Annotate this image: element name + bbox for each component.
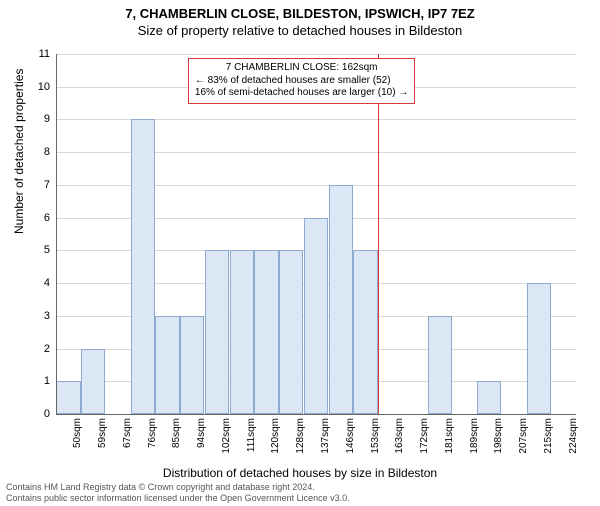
y-tick-label: 2	[44, 343, 50, 355]
x-tick-label: 102sqm	[221, 418, 232, 454]
histogram-bar	[205, 250, 229, 414]
x-tick-label: 181sqm	[444, 418, 455, 454]
y-tick-label: 9	[44, 113, 50, 125]
histogram-bar	[527, 283, 551, 414]
x-tick-label: 172sqm	[419, 418, 430, 454]
y-tick-label: 5	[44, 244, 50, 256]
x-tick-label: 120sqm	[270, 418, 281, 454]
histogram-bar	[329, 185, 353, 414]
annotation-line: 7 CHAMBERLIN CLOSE: 162sqm	[195, 62, 408, 75]
y-tick-label: 10	[38, 81, 50, 93]
y-tick-label: 3	[44, 310, 50, 322]
x-tick-label: 128sqm	[295, 418, 306, 454]
gridline	[56, 54, 576, 55]
x-tick-label: 111sqm	[246, 418, 257, 452]
footer-line2: Contains public sector information licen…	[6, 493, 350, 504]
histogram-bar	[477, 381, 501, 414]
x-tick-label: 137sqm	[320, 418, 331, 454]
chart-title-main: 7, CHAMBERLIN CLOSE, BILDESTON, IPSWICH,…	[0, 6, 600, 21]
y-tick-label: 0	[44, 408, 50, 420]
y-tick-label: 8	[44, 146, 50, 158]
footer-line1: Contains HM Land Registry data © Crown c…	[6, 482, 350, 493]
x-tick-label: 85sqm	[171, 418, 182, 448]
chart-plot-area: 0123456789101150sqm59sqm67sqm76sqm85sqm9…	[56, 54, 576, 414]
histogram-bar	[131, 119, 155, 414]
y-tick-label: 6	[44, 212, 50, 224]
x-tick-label: 76sqm	[147, 418, 158, 448]
histogram-bar	[279, 250, 303, 414]
annotation-box: 7 CHAMBERLIN CLOSE: 162sqm← 83% of detac…	[188, 58, 415, 104]
x-axis-label: Distribution of detached houses by size …	[0, 466, 600, 480]
x-tick-label: 224sqm	[568, 418, 579, 454]
y-tick-label: 1	[44, 375, 50, 387]
histogram-bar	[428, 316, 452, 414]
x-tick-label: 94sqm	[196, 418, 207, 448]
histogram-bar	[155, 316, 179, 414]
x-axis-line	[56, 414, 576, 415]
x-tick-label: 146sqm	[345, 418, 356, 454]
histogram-bar	[81, 349, 105, 414]
y-tick-label: 4	[44, 277, 50, 289]
x-tick-label: 198sqm	[493, 418, 504, 454]
histogram-bar	[56, 381, 80, 414]
y-axis-line	[56, 54, 57, 414]
y-tick-label: 11	[39, 48, 50, 60]
histogram-bar	[230, 250, 254, 414]
histogram-bar	[180, 316, 204, 414]
x-tick-label: 67sqm	[122, 418, 133, 448]
x-tick-label: 50sqm	[72, 418, 83, 448]
x-tick-label: 189sqm	[469, 418, 480, 454]
histogram-bar	[254, 250, 278, 414]
y-axis-label: Number of detached properties	[12, 69, 26, 234]
histogram-bar	[304, 218, 328, 414]
chart-title-sub: Size of property relative to detached ho…	[0, 23, 600, 38]
y-tick-label: 7	[44, 179, 50, 191]
annotation-line: 16% of semi-detached houses are larger (…	[195, 87, 408, 100]
x-tick-label: 153sqm	[370, 418, 381, 454]
marker-line	[378, 54, 379, 414]
footer-attribution: Contains HM Land Registry data © Crown c…	[6, 482, 350, 504]
x-tick-label: 215sqm	[543, 418, 554, 454]
annotation-line: ← 83% of detached houses are smaller (52…	[195, 75, 408, 88]
histogram-bar	[353, 250, 377, 414]
x-tick-label: 207sqm	[518, 418, 529, 454]
x-tick-label: 163sqm	[394, 418, 405, 454]
x-tick-label: 59sqm	[97, 418, 108, 448]
